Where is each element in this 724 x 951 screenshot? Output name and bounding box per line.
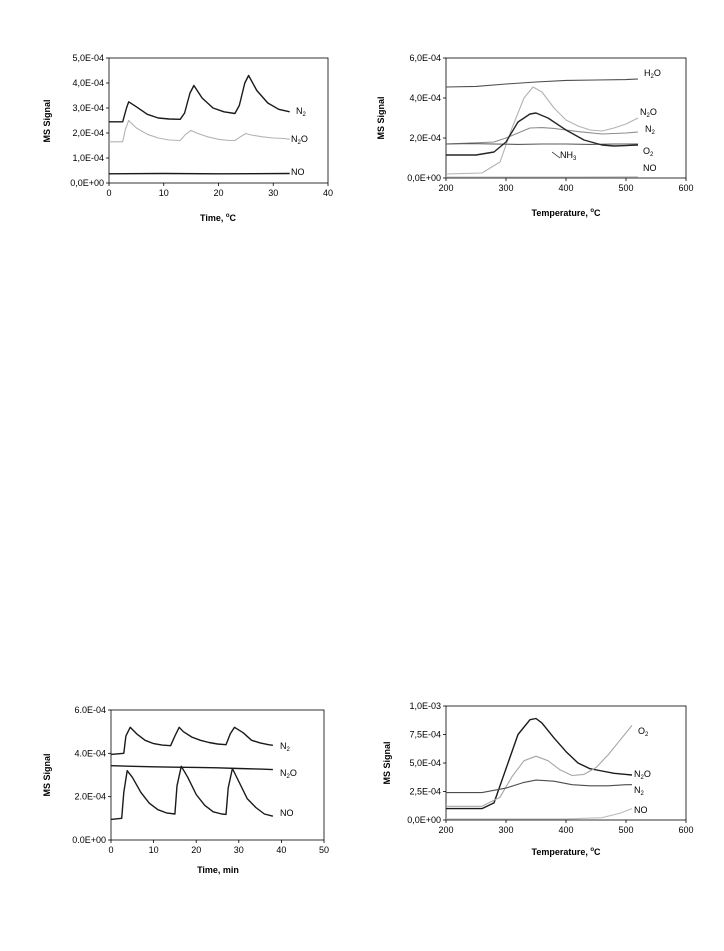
y-tick-label: 0,0E+00	[407, 173, 441, 183]
series-group	[110, 726, 274, 821]
series-line-n2o	[445, 86, 639, 175]
y-axis: 0,0E+00 2,5E-04 5,0E-04 7,5E-04 1,0E-03	[407, 701, 446, 825]
y-axis: 0.0E+00 2.0E-04 4.0E-04 6.0E-04	[72, 705, 111, 845]
series-line-n2	[109, 74, 290, 123]
series-line-o2	[446, 725, 633, 807]
x-axis: 200 300 400 500 600	[438, 820, 694, 835]
series-label-n2: N2	[296, 106, 307, 118]
series-group	[445, 78, 639, 178]
x-tick-label: 300	[498, 825, 513, 835]
series-label-o2: O2	[643, 146, 654, 158]
series-label-n2o: N2O	[291, 134, 308, 146]
x-axis: 0 10 20 30 40 50	[108, 840, 329, 855]
y-axis-label: MS Signal	[376, 96, 386, 139]
x-tick-label: 600	[678, 825, 693, 835]
series-label-n2: N2	[280, 741, 291, 753]
y-tick-label: 4,0E-04	[72, 78, 104, 88]
chart-bottom-left: 0.0E+00 2.0E-04 4.0E-04 6.0E-04 0 10 20 30 40 50…	[42, 705, 329, 875]
x-tick-label: 200	[438, 183, 453, 193]
series-label-h2o: H2O	[644, 68, 661, 80]
y-tick-label: 1,0E-04	[72, 153, 104, 163]
series-line-n2	[445, 127, 639, 145]
x-tick-label: 400	[558, 183, 573, 193]
y-tick-label: 5,0E-04	[409, 758, 441, 768]
series-label-no: NO	[291, 167, 305, 177]
series-line-nh3	[446, 112, 639, 156]
y-axis-label: MS Signal	[42, 99, 52, 142]
x-tick-label: 30	[268, 188, 278, 198]
series-label-n2: N2	[645, 124, 656, 136]
y-axis: 0,0E+00 2,0E-04 4,0E-04 6,0E-04	[407, 53, 446, 183]
y-tick-label: 0,0E+00	[407, 815, 441, 825]
series-group	[446, 717, 633, 820]
y-tick-label: 4.0E-04	[74, 748, 106, 758]
series-label-n2: N2	[634, 785, 645, 797]
series-line-n2o	[109, 119, 290, 143]
x-tick-label: 10	[149, 845, 159, 855]
x-axis: 200 300 400 500 600	[438, 178, 694, 193]
x-axis: 0 10 20 30 40	[106, 183, 333, 198]
y-axis-label: MS Signal	[42, 753, 52, 796]
plot-area	[445, 705, 687, 821]
series-label-no: NO	[643, 163, 657, 173]
series-group	[108, 74, 290, 175]
series-label-n2o: N2O	[280, 768, 297, 780]
x-tick-label: 10	[159, 188, 169, 198]
y-tick-label: 5,0E-04	[72, 53, 104, 63]
x-axis-label: Temperature, oC	[531, 847, 601, 857]
x-tick-label: 50	[319, 845, 329, 855]
plot-area	[108, 57, 329, 184]
y-tick-label: 7,5E-04	[409, 730, 441, 740]
y-tick-label: 2,0E-04	[72, 128, 104, 138]
series-label-nh3: NH3	[560, 150, 577, 162]
x-tick-label: 20	[213, 188, 223, 198]
x-tick-label: 500	[618, 183, 633, 193]
x-axis-label: Temperature, oC	[531, 208, 601, 218]
x-tick-label: 600	[678, 183, 693, 193]
x-tick-label: 300	[498, 183, 513, 193]
x-tick-label: 40	[323, 188, 333, 198]
y-tick-label: 6.0E-04	[74, 705, 106, 715]
y-tick-label: 3,0E-04	[72, 103, 104, 113]
y-tick-label: 2.0E-04	[74, 792, 106, 802]
x-tick-label: 500	[618, 825, 633, 835]
series-line-n2o	[446, 717, 633, 810]
y-tick-label: 2,5E-04	[409, 787, 441, 797]
y-tick-label: 1,0E-03	[409, 701, 441, 711]
chart-top-right: 0,0E+00 2,0E-04 4,0E-04 6,0E-04 200 300 400 50…	[376, 53, 694, 218]
chart-top-left: 0,0E+00 1,0E-04 2,0E-04 3,0E-04 4,0E-04 5,0E-…	[42, 53, 333, 223]
series-line-no	[446, 808, 633, 820]
series-label-o2: O2	[638, 726, 649, 738]
series-label-no: NO	[634, 805, 648, 815]
chart-bottom-right: 0,0E+00 2,5E-04 5,0E-04 7,5E-04 1,0E-03 200 3…	[382, 701, 694, 857]
x-tick-label: 200	[438, 825, 453, 835]
y-axis: 0,0E+00 1,0E-04 2,0E-04 3,0E-04 4,0E-04 5,0E-…	[70, 53, 109, 188]
series-line-n2	[446, 779, 632, 794]
series-line-n2o	[110, 765, 273, 771]
nh3-pointer-line	[551, 151, 561, 159]
x-tick-label: 0	[108, 845, 113, 855]
x-axis-label: Time, oC	[200, 213, 237, 223]
x-tick-label: 40	[276, 845, 286, 855]
series-line-n2	[110, 726, 273, 756]
series-line-no	[110, 765, 274, 821]
series-line-o2	[445, 143, 638, 145]
y-tick-label: 0.0E+00	[72, 835, 106, 845]
y-axis-label: MS Signal	[382, 741, 392, 784]
series-label-no: NO	[280, 808, 294, 818]
x-tick-label: 400	[558, 825, 573, 835]
series-line-h2o	[445, 78, 639, 88]
x-tick-label: 20	[191, 845, 201, 855]
y-tick-label: 2,0E-04	[409, 133, 441, 143]
plot-area	[110, 709, 325, 841]
x-tick-label: 0	[106, 188, 111, 198]
y-tick-label: 6,0E-04	[409, 53, 441, 63]
y-tick-label: 0,0E+00	[70, 178, 104, 188]
series-label-n2o: N2O	[634, 769, 651, 781]
y-tick-label: 4,0E-04	[409, 93, 441, 103]
x-axis-label: Time, min	[197, 865, 239, 875]
series-label-n2o: N2O	[640, 107, 657, 119]
x-tick-label: 30	[234, 845, 244, 855]
